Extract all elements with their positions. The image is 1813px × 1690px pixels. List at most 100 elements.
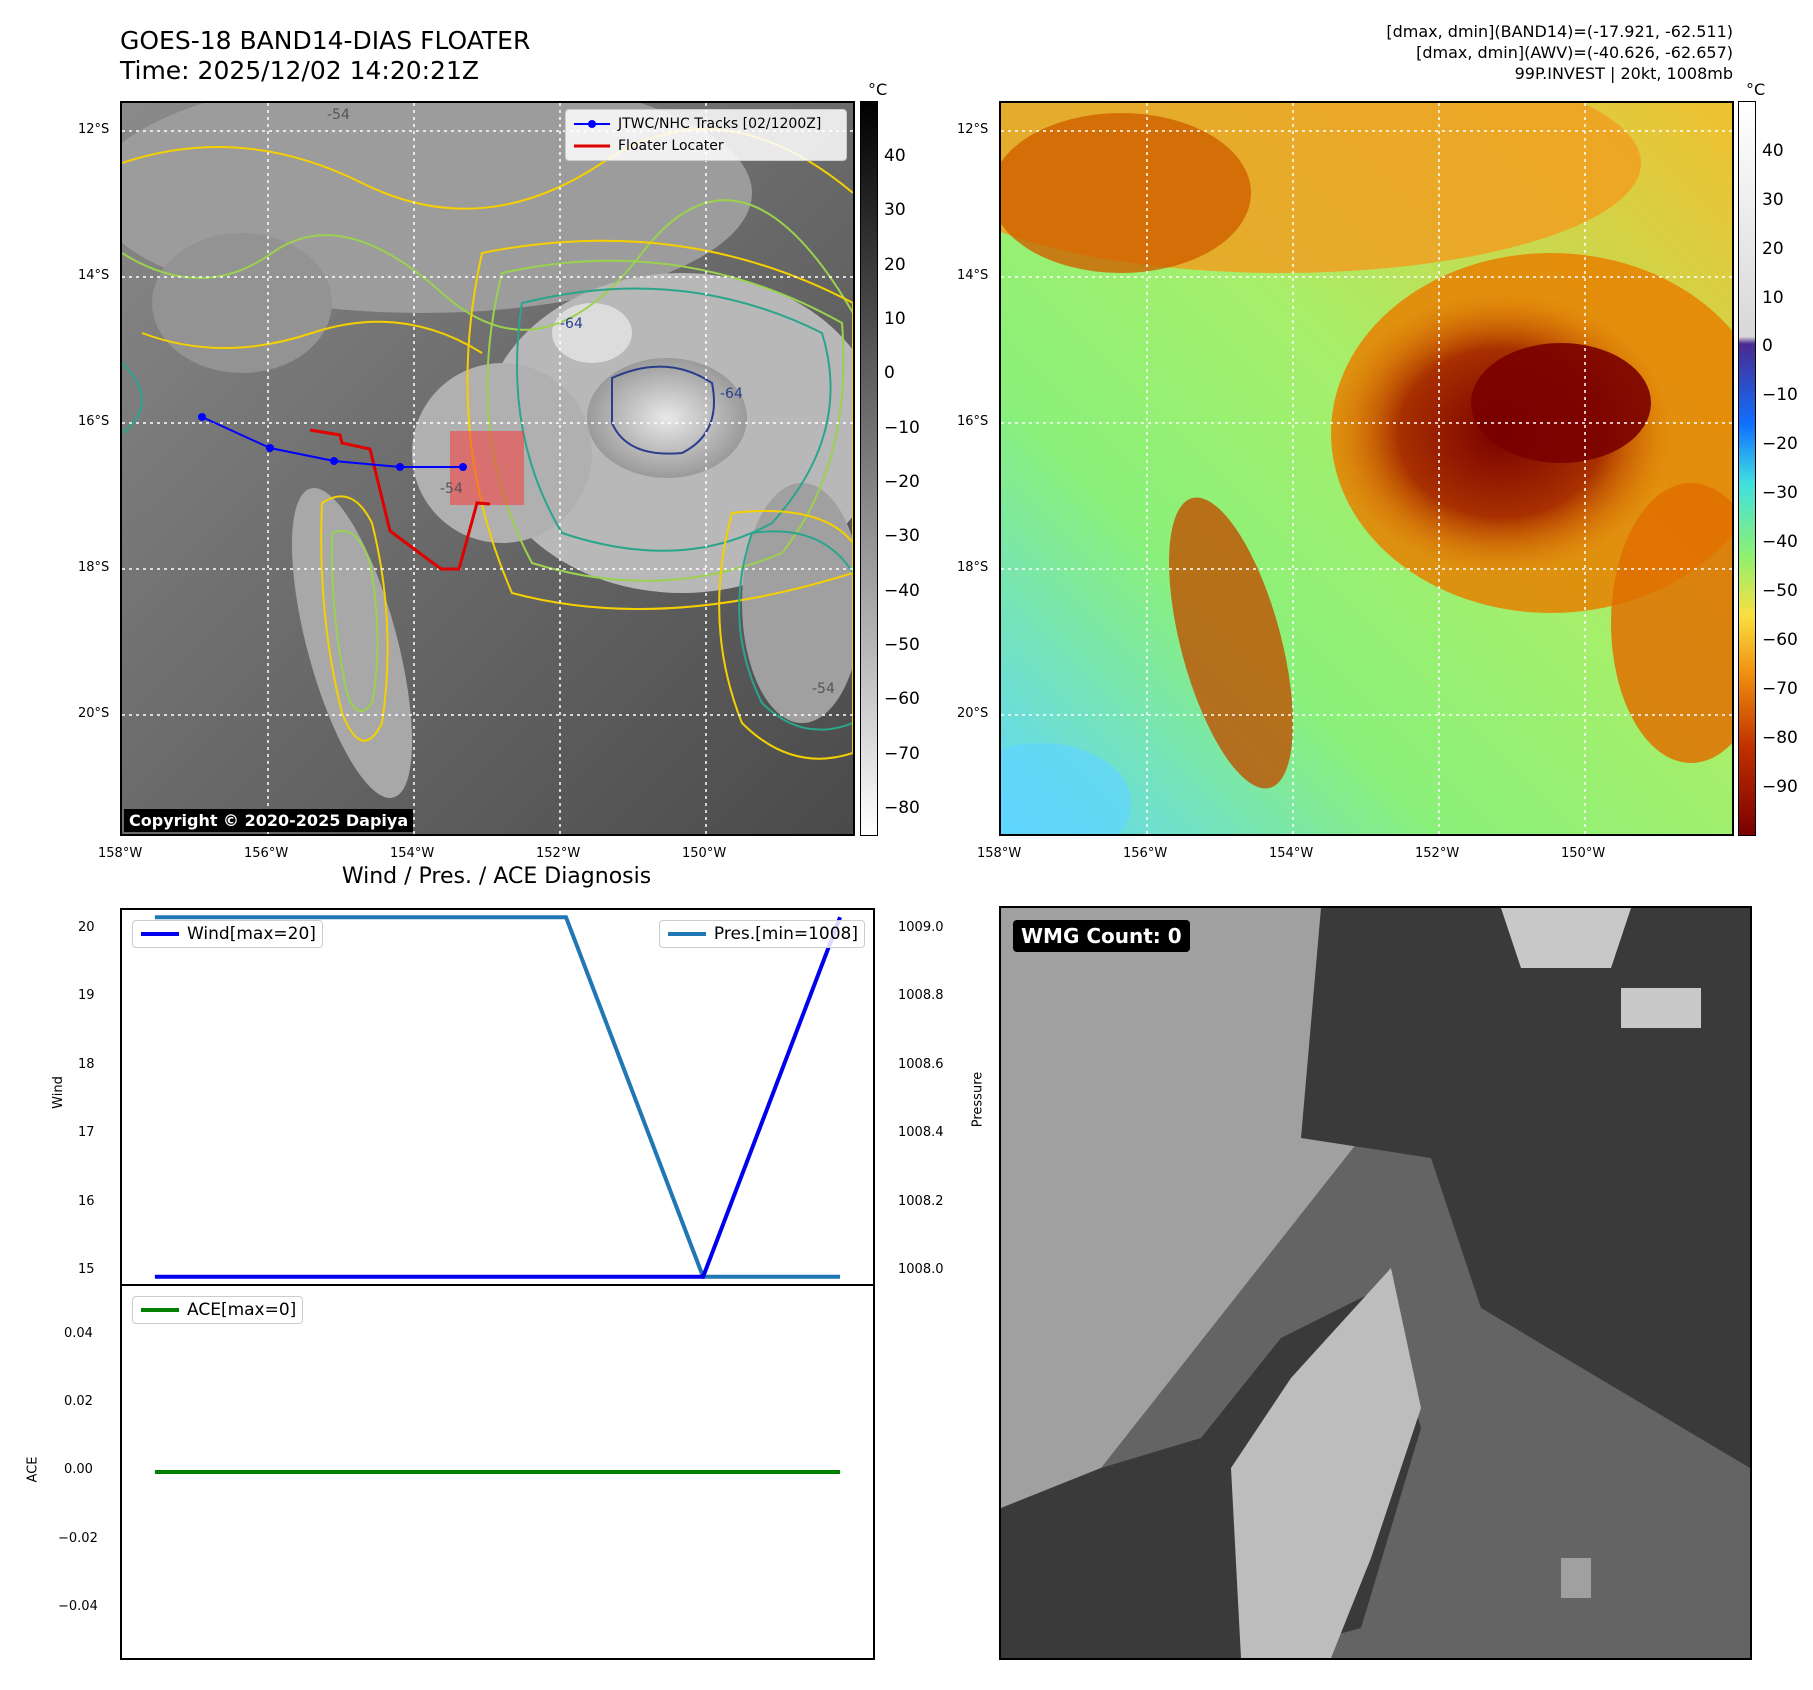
ir-colorbar-tick: 10 — [884, 309, 906, 329]
ir-colorbar-tick: −30 — [884, 526, 920, 546]
track-point — [266, 444, 274, 452]
ir-colorbar-tick: −70 — [884, 744, 920, 764]
info-storm-summary: 99P.INVEST | 20kt, 1008mb — [1514, 64, 1733, 83]
awv-lat-tick: 18°S — [957, 560, 989, 575]
floater-locator-path — [309, 428, 491, 571]
awv-colorbar-tick: −50 — [1762, 581, 1798, 601]
ir-colorbar-unit: °C — [868, 80, 888, 99]
awv-lat-tick: 16°S — [957, 414, 989, 429]
ir-colorbar — [860, 101, 878, 836]
ir-map-image: -54 -64 -54 -54 -64 — [122, 103, 853, 834]
contour-label: -54 — [440, 481, 463, 497]
ace-tick: −0.02 — [58, 1531, 98, 1546]
ir-colorbar-tick: −60 — [884, 689, 920, 709]
wind-legend: Wind[max=20] — [132, 920, 323, 948]
wind-tick: 18 — [78, 1057, 95, 1072]
wind-legend-label: Wind[max=20] — [187, 924, 316, 944]
contour-label: -64 — [720, 386, 743, 402]
track-legend-label: JTWC/NHC Tracks [02/1200Z] — [618, 116, 822, 132]
ace-panel: ACE[max=0] — [120, 1284, 875, 1660]
track-point — [396, 463, 404, 471]
awv-lat-tick: 20°S — [957, 706, 989, 721]
ir-lon-tick: 158°W — [98, 846, 143, 861]
ir-colorbar-tick: −20 — [884, 472, 920, 492]
ir-colorbar-tick: −80 — [884, 798, 920, 818]
awv-colorbar-tick: 40 — [1762, 141, 1784, 161]
ir-map-legend: JTWC/NHC Tracks [02/1200Z] Floater Locat… — [565, 109, 847, 161]
awv-colorbar-tick: −60 — [1762, 630, 1798, 650]
wind-axis-label: Wind — [50, 1076, 66, 1109]
wind-tick: 16 — [78, 1194, 95, 1209]
ir-lon-tick: 150°W — [682, 846, 727, 861]
ir-colorbar-tick: 40 — [884, 146, 906, 166]
ir-lat-tick: 20°S — [78, 706, 110, 721]
awv-lat-tick: 12°S — [957, 122, 989, 137]
track-point — [198, 413, 206, 421]
contour-label: -64 — [560, 316, 583, 332]
awv-lon-tick: 158°W — [977, 846, 1022, 861]
ir-lat-tick: 12°S — [78, 122, 110, 137]
pressure-tick: 1008.8 — [898, 988, 944, 1003]
pressure-tick: 1008.2 — [898, 1194, 944, 1209]
wind-pressure-panel: Wind[max=20] Pres.[min=1008] — [120, 908, 875, 1286]
awv-colorbar-tick: −10 — [1762, 385, 1798, 405]
awv-lat-tick: 14°S — [957, 268, 989, 283]
figure-time: Time: 2025/12/02 14:20:21Z — [120, 56, 479, 85]
awv-colorbar-tick: −30 — [1762, 483, 1798, 503]
ace-tick: 0.02 — [64, 1394, 93, 1409]
ir-colorbar-tick: 30 — [884, 200, 906, 220]
wind-legend-icon — [141, 932, 179, 936]
pressure-axis-label: Pressure — [970, 1071, 986, 1128]
floater-legend-icon — [574, 144, 610, 148]
wind-tick: 20 — [78, 920, 95, 935]
contour-label: -54 — [327, 107, 350, 123]
wind-tick: 17 — [78, 1125, 95, 1140]
ir-colorbar-tick: −50 — [884, 635, 920, 655]
ace-legend-label: ACE[max=0] — [187, 1300, 297, 1320]
ir-map-panel: -54 -64 -54 -54 -64 JTWC/NHC Tracks [02/… — [120, 101, 855, 836]
awv-lon-tick: 156°W — [1123, 846, 1168, 861]
awv-colorbar-tick: −70 — [1762, 679, 1798, 699]
awv-colorbar-tick: −90 — [1762, 777, 1798, 797]
ir-lon-tick: 156°W — [244, 846, 289, 861]
awv-colorbar-tick: 0 — [1762, 336, 1773, 356]
wind-series-line — [154, 916, 842, 1279]
pressure-legend-label: Pres.[min=1008] — [713, 924, 858, 944]
pressure-tick: 1009.0 — [898, 920, 944, 935]
track-point — [459, 463, 467, 471]
wind-pressure-plot — [154, 915, 842, 1279]
contour-label: -54 — [812, 681, 835, 697]
ir-colorbar-tick: −10 — [884, 418, 920, 438]
wmg-panel: WMG Count: 0 — [999, 906, 1752, 1660]
awv-colorbar-tick: 30 — [1762, 190, 1784, 210]
awv-lon-tick: 150°W — [1561, 846, 1606, 861]
ace-legend: ACE[max=0] — [132, 1296, 304, 1324]
ir-colorbar-tick: 0 — [884, 363, 895, 383]
wind-tick: 19 — [78, 988, 95, 1003]
wmg-count-badge: WMG Count: 0 — [1013, 920, 1190, 952]
track-legend-icon — [574, 120, 610, 128]
ace-plot — [154, 1470, 841, 1474]
awv-colorbar-tick: −20 — [1762, 434, 1798, 454]
awv-colorbar-tick: −40 — [1762, 532, 1798, 552]
pressure-series-line — [154, 915, 841, 1279]
awv-colorbar-unit: °C — [1746, 80, 1766, 99]
awv-colorbar-tick: 10 — [1762, 288, 1784, 308]
floater-legend-label: Floater Locater — [618, 138, 724, 154]
ace-legend-icon — [141, 1308, 179, 1312]
info-band14-range: [dmax, dmin](BAND14)=(-17.921, -62.511) — [1386, 22, 1733, 41]
pressure-tick: 1008.4 — [898, 1125, 944, 1140]
ace-axis-label: ACE — [25, 1456, 41, 1483]
pressure-tick: 1008.6 — [898, 1057, 944, 1072]
awv-map-panel — [999, 101, 1734, 836]
awv-colorbar — [1738, 101, 1756, 836]
ir-lat-tick: 14°S — [78, 268, 110, 283]
ir-colorbar-tick: 20 — [884, 255, 906, 275]
awv-colorbar-tick: 20 — [1762, 239, 1784, 259]
copyright-label: Copyright © 2020-2025 Dapiya — [124, 809, 414, 832]
wmg-image — [1001, 908, 1750, 1658]
ir-lat-tick: 18°S — [78, 560, 110, 575]
ace-tick: −0.04 — [58, 1599, 98, 1614]
awv-colorbar-tick: −80 — [1762, 728, 1798, 748]
ir-lat-tick: 16°S — [78, 414, 110, 429]
